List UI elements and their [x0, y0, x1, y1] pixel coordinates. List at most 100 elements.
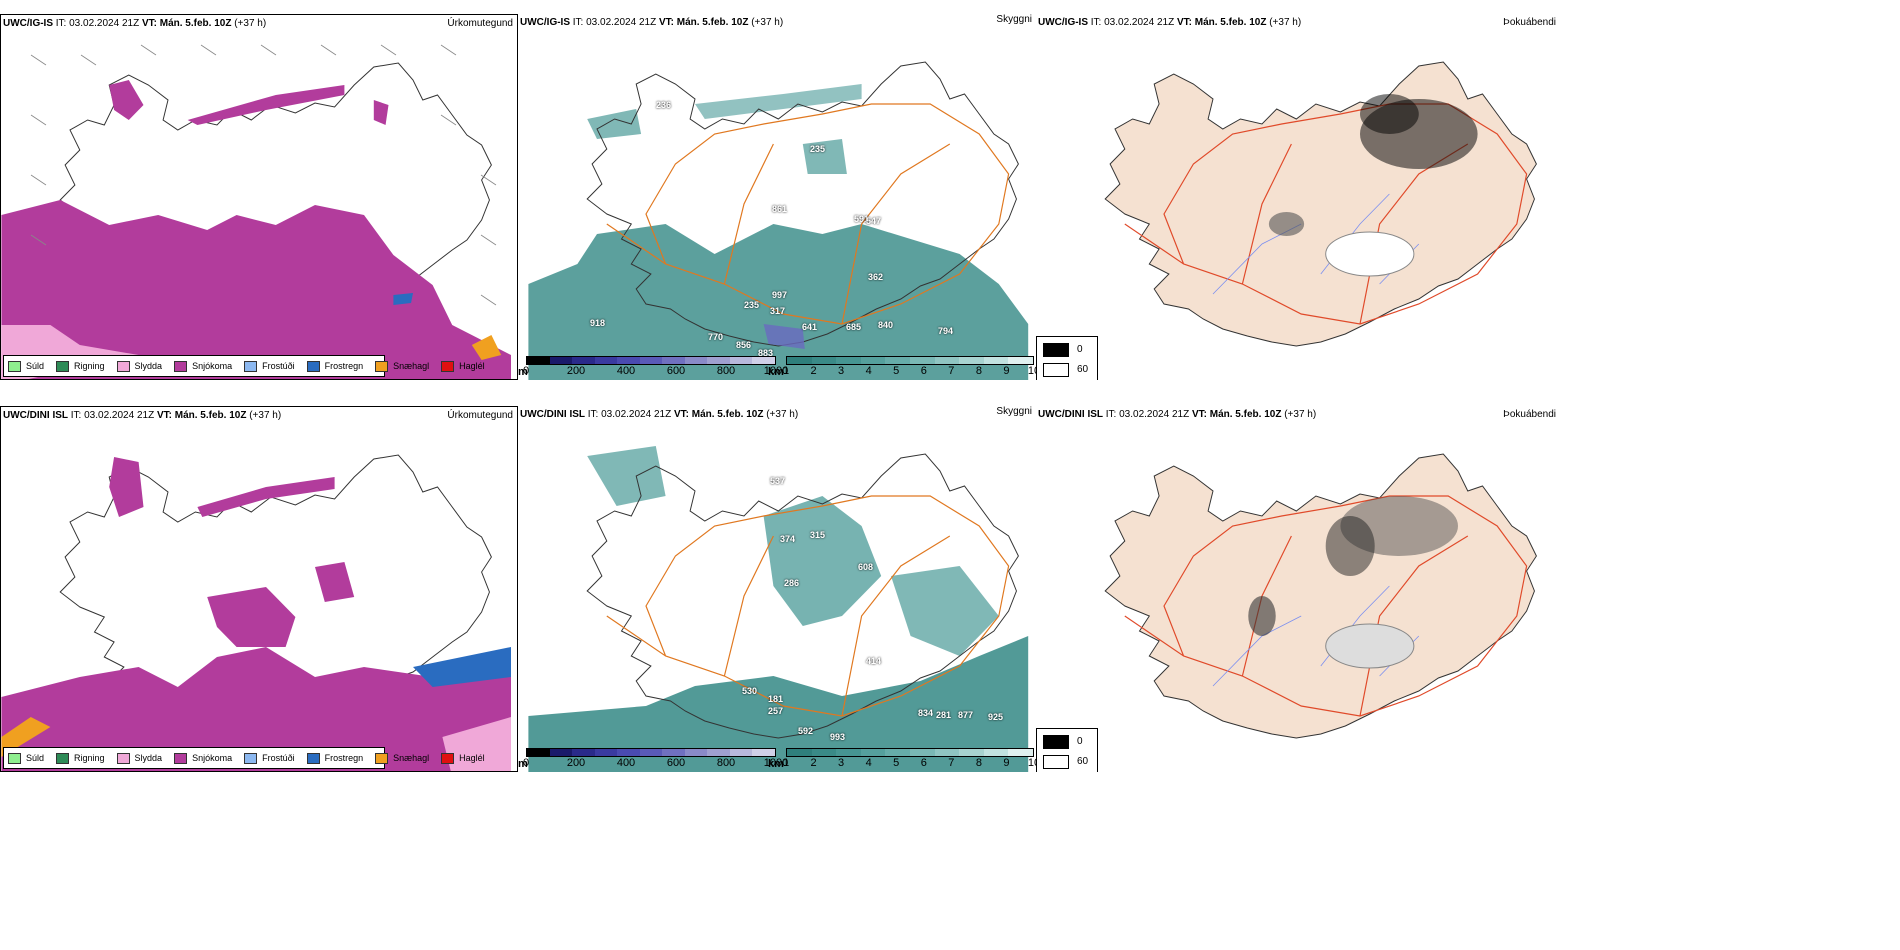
point-value: 362: [868, 272, 884, 282]
legend-item: Snjókoma: [174, 360, 232, 372]
point-value: 317: [770, 306, 786, 316]
panel-precip-type-dini: UWC/DINI ISL IT: 03.02.2024 21Z VT: Mán.…: [0, 406, 518, 772]
point-value: 861: [772, 204, 788, 214]
colorbar-tick: 800: [716, 757, 736, 769]
model-name: UWC/IG-IS: [1038, 17, 1088, 28]
model-name: UWC/DINI ISL: [1038, 409, 1103, 420]
colorbar-tick: 3: [838, 365, 845, 377]
lead-time: (+37 h): [249, 410, 282, 421]
colorbar-tick: 3: [838, 757, 845, 769]
snaehagl-area: [471, 335, 502, 360]
it-value: 03.02.2024 21Z: [601, 409, 672, 420]
colorbar-swatch: [729, 749, 753, 756]
visibility-colorbar: 1 2 3 4 5 6 7 8 9 10: [782, 356, 1036, 377]
point-value: 877: [958, 710, 974, 720]
colorbar-swatch: [860, 357, 886, 364]
it-label: IT:: [55, 18, 67, 29]
panel-header: UWC/DINI ISL IT: 03.02.2024 21Z VT: Mán.…: [520, 409, 798, 420]
model-name: UWC/IG-IS: [520, 17, 570, 28]
vt-value: Mán. 5.feb. 10Z: [676, 17, 749, 28]
model-name: UWC/IG-IS: [3, 18, 53, 29]
fog-legend: 0 60: [1036, 728, 1098, 772]
elevation-colorbar: 0 200 400 600 800 1000: [522, 748, 788, 769]
legend-item: Haglél: [441, 360, 485, 372]
colorbar-swatch: [752, 357, 776, 364]
colorbar-swatch: [594, 749, 618, 756]
point-value: 315: [810, 530, 826, 540]
snow-area: [207, 587, 296, 647]
colorbar-swatch: [639, 357, 663, 364]
point-value: 918: [590, 318, 606, 328]
snow-area: [187, 85, 345, 125]
legend-item: Frostregn: [306, 360, 363, 372]
panel-header: UWC/IG-IS IT: 03.02.2024 21Z VT: Mán. 5.…: [3, 18, 266, 29]
colorbar-swatch: [983, 749, 1009, 756]
point-value: 608: [858, 562, 874, 572]
model-name: UWC/DINI ISL: [3, 410, 68, 421]
colorbar-tick: 2: [810, 757, 817, 769]
colorbar-swatch: [684, 357, 708, 364]
legend-swatch: [244, 360, 258, 372]
colorbar-swatches: [786, 356, 1034, 365]
legend-swatch: [306, 752, 320, 764]
low-vis-area: [891, 566, 999, 656]
colorbar-swatch: [527, 357, 550, 364]
colorbar-tick: 8: [975, 365, 982, 377]
road-network: [606, 495, 1010, 717]
variable-name: Þokuábendi: [1503, 17, 1556, 28]
legend-swatch: [8, 360, 21, 372]
vt-label: VT:: [673, 409, 689, 420]
legend-item: Snæhagl: [375, 752, 429, 764]
legend-swatch: [56, 360, 70, 372]
variable-name: Skyggni: [996, 406, 1032, 417]
colorbar-swatch: [934, 749, 960, 756]
colorbar-tick: 9: [1003, 757, 1010, 769]
snow-area: [197, 477, 335, 517]
colorbar-swatch: [684, 749, 708, 756]
colorbar-swatch: [787, 749, 812, 756]
fog-area: [1325, 516, 1375, 576]
legend-item: Rigning: [56, 360, 105, 372]
snow-area: [1, 200, 512, 379]
panel-visibility-igis: UWC/IG-IS IT: 03.02.2024 21Z VT: Mán. 5.…: [518, 14, 1036, 380]
variable-name: Þokuábendi: [1503, 409, 1556, 420]
colorbar-tick: 1: [782, 365, 790, 377]
colorbar-swatch: [572, 357, 595, 364]
legend-swatch: [174, 752, 188, 764]
colorbar-swatch: [639, 749, 663, 756]
low-vis-area: [528, 224, 1029, 380]
lead-time: (+37 h): [1284, 409, 1317, 420]
fog-area: [1360, 94, 1419, 134]
legend-item: Súld: [8, 752, 44, 764]
colorbar-swatch: [909, 357, 935, 364]
point-value: 181: [768, 694, 784, 704]
it-label: IT:: [587, 409, 599, 420]
legend-swatch: [56, 752, 70, 764]
visibility-map: [528, 61, 1029, 380]
colorbar-ticks: 1 2 3 4 5 6 7 8 9 10: [783, 757, 1036, 769]
colorbar-tick: 400: [616, 757, 636, 769]
colorbar-tick: 0: [522, 757, 530, 769]
fog-area: [1325, 623, 1415, 669]
colorbar-swatches: [786, 748, 1034, 757]
legend-item: Haglél: [441, 752, 485, 764]
colorbar-tick: 4: [865, 365, 872, 377]
point-value: 794: [938, 326, 954, 336]
it-label: IT:: [1090, 17, 1102, 28]
point-value: 641: [802, 322, 818, 332]
colorbar-swatch: [527, 749, 550, 756]
colorbar-swatch: [811, 749, 837, 756]
point-value: 770: [708, 332, 724, 342]
legend-swatch: [375, 360, 389, 372]
colorbar-tick: 9: [1003, 365, 1010, 377]
colorbar-swatch: [934, 357, 960, 364]
point-value: 374: [780, 534, 796, 544]
colorbar-swatch: [549, 749, 573, 756]
fog-label: 60: [1077, 364, 1089, 375]
colorbar-tick: 200: [566, 757, 586, 769]
vt-label: VT:: [658, 17, 674, 28]
colorbar-tick: 2: [810, 365, 817, 377]
colorbar-swatch: [836, 357, 861, 364]
low-vis-area: [587, 446, 666, 506]
colorbar-swatches: [526, 748, 776, 757]
